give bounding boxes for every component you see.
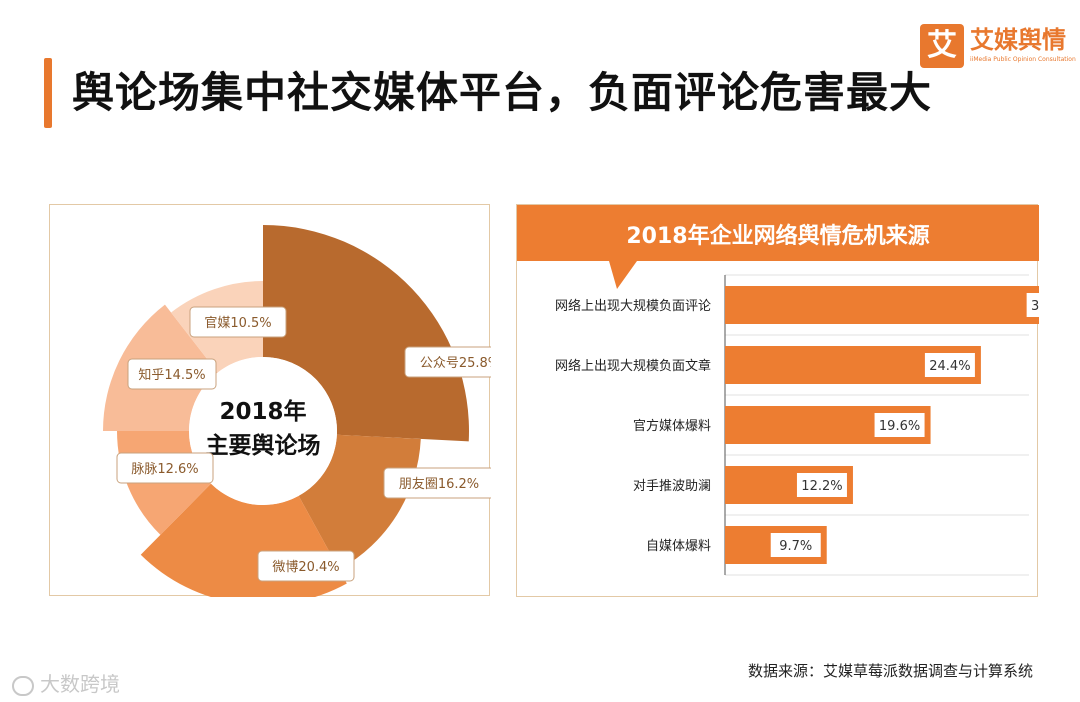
pie-label-box-1 — [383, 467, 491, 499]
pie-label-3: 脉脉12.6% — [116, 452, 214, 484]
pie-label-text-0: 公众号25.8% — [420, 356, 491, 371]
brand-logo: 艾 艾媒舆情 iiMedia Public Opinion Consultati… — [920, 24, 1076, 70]
data-source-note: 数据来源：艾媒草莓派数据调查与计算系统 — [748, 662, 1034, 680]
pie-slice-0 — [263, 225, 469, 442]
bar-value-label-0: 34.1% — [1031, 299, 1039, 314]
title-accent-bar — [44, 58, 52, 128]
pie-label-text-3: 脉脉12.6% — [131, 462, 198, 477]
bar-0 — [725, 286, 1039, 324]
bar-category-label-4: 自媒体爆料 — [646, 539, 711, 554]
watermark-text: 大数跨境 — [40, 672, 120, 696]
pie-label-text-4: 知乎14.5% — [138, 367, 205, 383]
bar-category-label-3: 对手推波助澜 — [633, 479, 711, 494]
pie-label-text-2: 微博20.4% — [272, 560, 339, 575]
pie-center-label-0: 2018年 — [219, 398, 306, 425]
bar-value-box-3 — [796, 473, 847, 497]
bar-title-band — [517, 205, 1039, 289]
pie-label-box-0 — [404, 346, 491, 378]
bar-value-box-1 — [924, 353, 975, 377]
bar-value-label-1: 24.4% — [929, 359, 970, 374]
pie-center-label-1: 主要舆论场 — [206, 432, 321, 459]
pie-label-text-1: 朋友圈16.2% — [399, 476, 479, 492]
pie-center-hole — [189, 357, 337, 505]
bar-value-box-2 — [874, 413, 925, 437]
logo-mark: 艾 — [920, 24, 964, 68]
pie-label-2: 微博20.4% — [257, 550, 355, 582]
bar-value-label-3: 12.2% — [801, 479, 842, 494]
bar-value-label-4: 9.7% — [779, 539, 812, 554]
pie-label-box-4 — [127, 358, 217, 390]
bar-chart-title: 2018年企业网络舆情危机来源 — [626, 223, 929, 249]
bar-value-box-0 — [1026, 293, 1039, 317]
bar-category-label-0: 网络上出现大规模负面评论 — [555, 298, 711, 314]
pie-label-box-2 — [257, 550, 355, 582]
pie-label-5: 官媒10.5% — [189, 306, 287, 338]
pie-label-text-5: 官媒10.5% — [204, 315, 271, 331]
bar-category-label-2: 官方媒体爆料 — [633, 418, 711, 434]
bar-value-box-4 — [770, 533, 821, 557]
bar-category-label-1: 网络上出现大规模负面文章 — [555, 358, 711, 374]
logo-name: 艾媒舆情 — [970, 26, 1066, 54]
logo-subtitle: iiMedia Public Opinion Consultation — [970, 56, 1076, 63]
bar-value-label-2: 19.6% — [879, 419, 920, 434]
pie-label-0: 公众号25.8% — [404, 346, 491, 378]
pie-label-1: 朋友圈16.2% — [383, 467, 491, 499]
watermark-icon — [12, 675, 34, 696]
page-title: 舆论场集中社交媒体平台，负面评论危害最大 — [72, 68, 933, 117]
pie-label-box-5 — [189, 306, 287, 338]
pie-label-box-3 — [116, 452, 214, 484]
pie-label-4: 知乎14.5% — [127, 358, 217, 390]
watermark: 大数跨境 — [12, 668, 120, 697]
